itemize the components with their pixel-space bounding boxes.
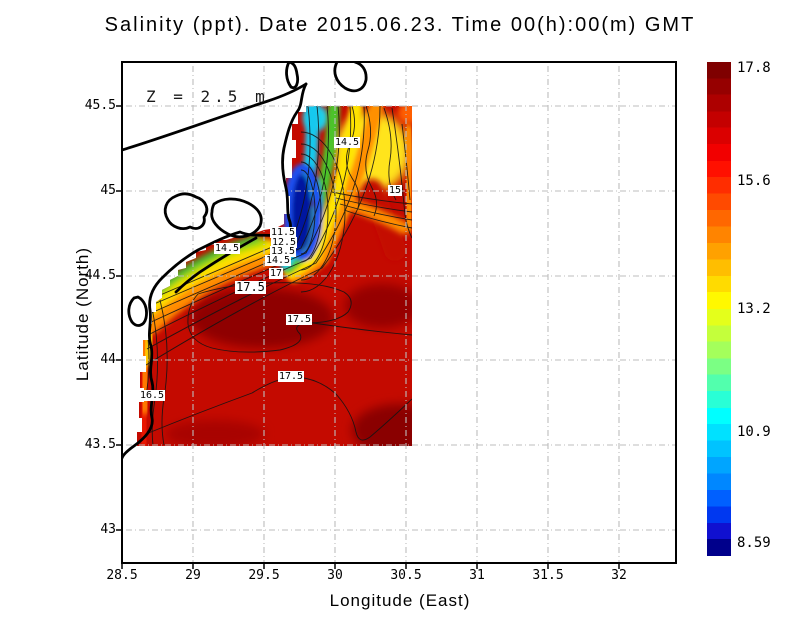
colorbar-tick-label: 15.6 [737, 173, 771, 189]
contour-label: 17.5 [286, 314, 313, 325]
y-tick-label: 43 [100, 522, 116, 537]
coastline [122, 62, 368, 460]
contour-label: 17.5 [278, 371, 305, 382]
contour-label: 17 [269, 268, 284, 279]
contour-label: 14.5 [214, 243, 241, 254]
contour-label: 13.5 [270, 246, 297, 257]
contour-label: 14.5 [334, 137, 361, 148]
y-tick-label: 44 [100, 352, 116, 367]
y-tick-label: 44.5 [84, 268, 116, 283]
y-tick-label: 43.5 [84, 437, 116, 452]
x-tick-label: 31.5 [532, 568, 564, 583]
salinity-field [137, 106, 412, 446]
contour-label: 15 [388, 185, 403, 196]
x-tick-label: 30.5 [390, 568, 422, 583]
y-axis-title: Latitude (North) [73, 246, 92, 382]
x-axis-title: Longitude (East) [329, 591, 471, 610]
contour-label: 16.5 [139, 390, 166, 401]
x-tick-label: 28.5 [106, 568, 138, 583]
y-tick-label: 45 [100, 183, 116, 198]
contour-label: 14.5 [265, 255, 292, 266]
colorbar [707, 62, 731, 556]
contour-label: 17.5 [235, 280, 266, 294]
x-tick-label: 29.5 [248, 568, 280, 583]
x-tick-label: 31 [469, 568, 485, 583]
contour-label: 11.5 [270, 227, 297, 238]
y-tick-label: 45.5 [84, 98, 116, 113]
contour-label: 12.5 [271, 237, 298, 248]
x-tick-label: 29 [185, 568, 201, 583]
colorbar-tick-label: 8.59 [737, 535, 771, 551]
contour-lines [145, 106, 412, 446]
colorbar-tick-label: 10.9 [737, 424, 771, 440]
page-title: Salinity (ppt). Date 2015.06.23. Time 00… [104, 14, 696, 36]
x-tick-label: 32 [611, 568, 627, 583]
depth-annotation: Z = 2.5 m [146, 87, 269, 106]
plot-frame [121, 61, 677, 564]
x-tick-label: 30 [327, 568, 343, 583]
colorbar-tick-label: 13.2 [737, 301, 771, 317]
colorbar-tick-label: 17.8 [737, 60, 771, 76]
